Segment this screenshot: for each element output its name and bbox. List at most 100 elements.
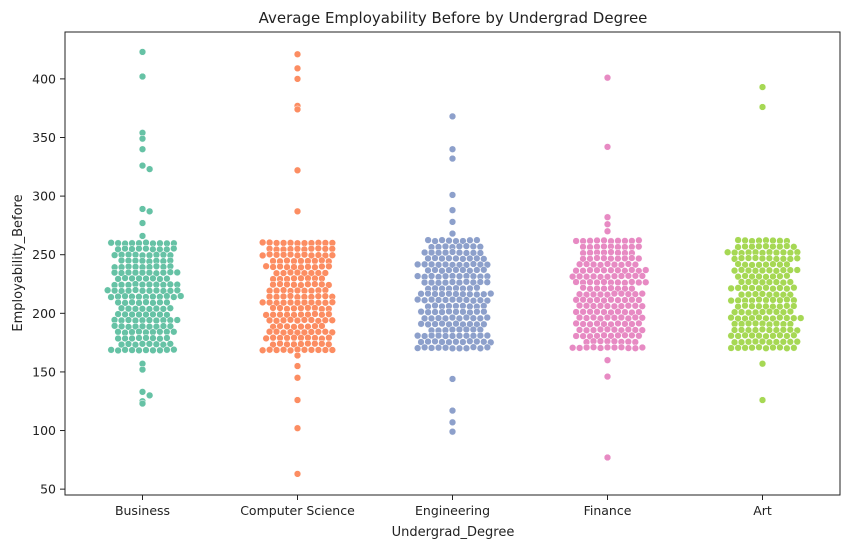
data-point bbox=[448, 295, 457, 304]
data-point bbox=[476, 344, 485, 352]
data-point bbox=[603, 291, 612, 299]
data-point bbox=[300, 239, 309, 247]
data-point bbox=[138, 232, 147, 240]
data-point bbox=[614, 331, 622, 340]
data-point bbox=[262, 334, 270, 343]
data-point bbox=[748, 344, 756, 352]
data-point bbox=[628, 243, 636, 251]
data-point bbox=[734, 236, 742, 244]
data-point bbox=[135, 293, 143, 301]
data-point bbox=[741, 284, 749, 292]
data-point bbox=[114, 239, 122, 247]
data-point bbox=[607, 308, 615, 317]
data-point bbox=[476, 314, 484, 322]
data-point bbox=[790, 344, 798, 352]
data-point bbox=[448, 218, 457, 226]
data-point bbox=[166, 304, 174, 312]
data-point bbox=[624, 272, 633, 280]
data-point bbox=[293, 50, 302, 58]
data-point bbox=[142, 298, 150, 306]
data-point bbox=[769, 343, 777, 352]
chart-title: Average Employability Before by Undergra… bbox=[259, 9, 648, 27]
data-point bbox=[441, 242, 450, 251]
data-point bbox=[762, 242, 770, 250]
data-point bbox=[628, 278, 636, 286]
data-point bbox=[786, 249, 795, 257]
data-point bbox=[793, 266, 801, 274]
data-point bbox=[170, 244, 178, 253]
data-point bbox=[755, 295, 763, 304]
data-point bbox=[776, 284, 784, 292]
data-point bbox=[783, 272, 791, 280]
data-point bbox=[797, 314, 805, 322]
data-point bbox=[424, 289, 432, 298]
data-point bbox=[480, 255, 488, 263]
data-point bbox=[635, 319, 643, 328]
data-point bbox=[304, 274, 312, 282]
data-point bbox=[328, 328, 336, 337]
data-point bbox=[751, 319, 760, 328]
data-point bbox=[462, 313, 471, 322]
data-point bbox=[586, 278, 594, 286]
data-point bbox=[610, 337, 619, 345]
data-point bbox=[607, 320, 615, 329]
data-point bbox=[293, 351, 302, 360]
data-point bbox=[293, 316, 302, 325]
data-point bbox=[765, 308, 774, 316]
data-point bbox=[737, 266, 746, 274]
data-point bbox=[462, 278, 471, 286]
data-point bbox=[138, 205, 147, 213]
data-point bbox=[487, 289, 495, 298]
data-point bbox=[438, 236, 446, 244]
series-computer-science bbox=[259, 50, 337, 478]
data-point bbox=[414, 332, 422, 340]
data-point bbox=[758, 103, 767, 111]
data-point bbox=[441, 344, 450, 352]
data-point bbox=[290, 334, 298, 342]
data-point bbox=[600, 284, 608, 293]
data-point bbox=[445, 290, 453, 298]
data-point bbox=[427, 272, 436, 280]
data-point bbox=[610, 289, 619, 298]
data-point bbox=[417, 320, 425, 328]
data-point bbox=[758, 360, 767, 368]
data-point bbox=[259, 346, 267, 354]
data-point bbox=[152, 340, 161, 348]
data-point bbox=[138, 161, 147, 170]
data-point bbox=[293, 362, 302, 370]
data-point bbox=[159, 251, 168, 259]
data-point bbox=[138, 145, 147, 153]
data-point bbox=[163, 328, 171, 336]
data-point bbox=[145, 207, 154, 215]
data-point bbox=[744, 338, 753, 346]
data-point bbox=[790, 302, 798, 310]
data-point bbox=[166, 280, 174, 289]
data-point bbox=[170, 293, 178, 301]
data-point bbox=[586, 237, 594, 245]
data-point bbox=[596, 314, 605, 323]
data-point bbox=[469, 325, 477, 334]
data-point bbox=[455, 314, 464, 323]
data-point bbox=[786, 278, 794, 286]
data-point bbox=[438, 319, 446, 328]
data-point bbox=[459, 266, 467, 274]
data-point bbox=[628, 266, 636, 274]
data-point bbox=[762, 344, 770, 352]
data-point bbox=[304, 263, 312, 271]
data-point bbox=[307, 245, 316, 253]
data-point bbox=[431, 266, 439, 274]
data-point bbox=[593, 319, 601, 328]
data-point bbox=[631, 344, 640, 352]
data-point bbox=[265, 316, 274, 324]
plot-area bbox=[104, 48, 805, 478]
data-point bbox=[145, 391, 154, 400]
data-point bbox=[138, 287, 147, 295]
data-point bbox=[145, 280, 154, 289]
y-tick-label: 250 bbox=[32, 247, 56, 262]
data-point bbox=[434, 344, 443, 352]
data-point bbox=[431, 308, 439, 316]
data-point bbox=[420, 296, 429, 304]
data-point bbox=[603, 337, 612, 345]
data-point bbox=[642, 266, 650, 274]
data-point bbox=[614, 296, 622, 304]
